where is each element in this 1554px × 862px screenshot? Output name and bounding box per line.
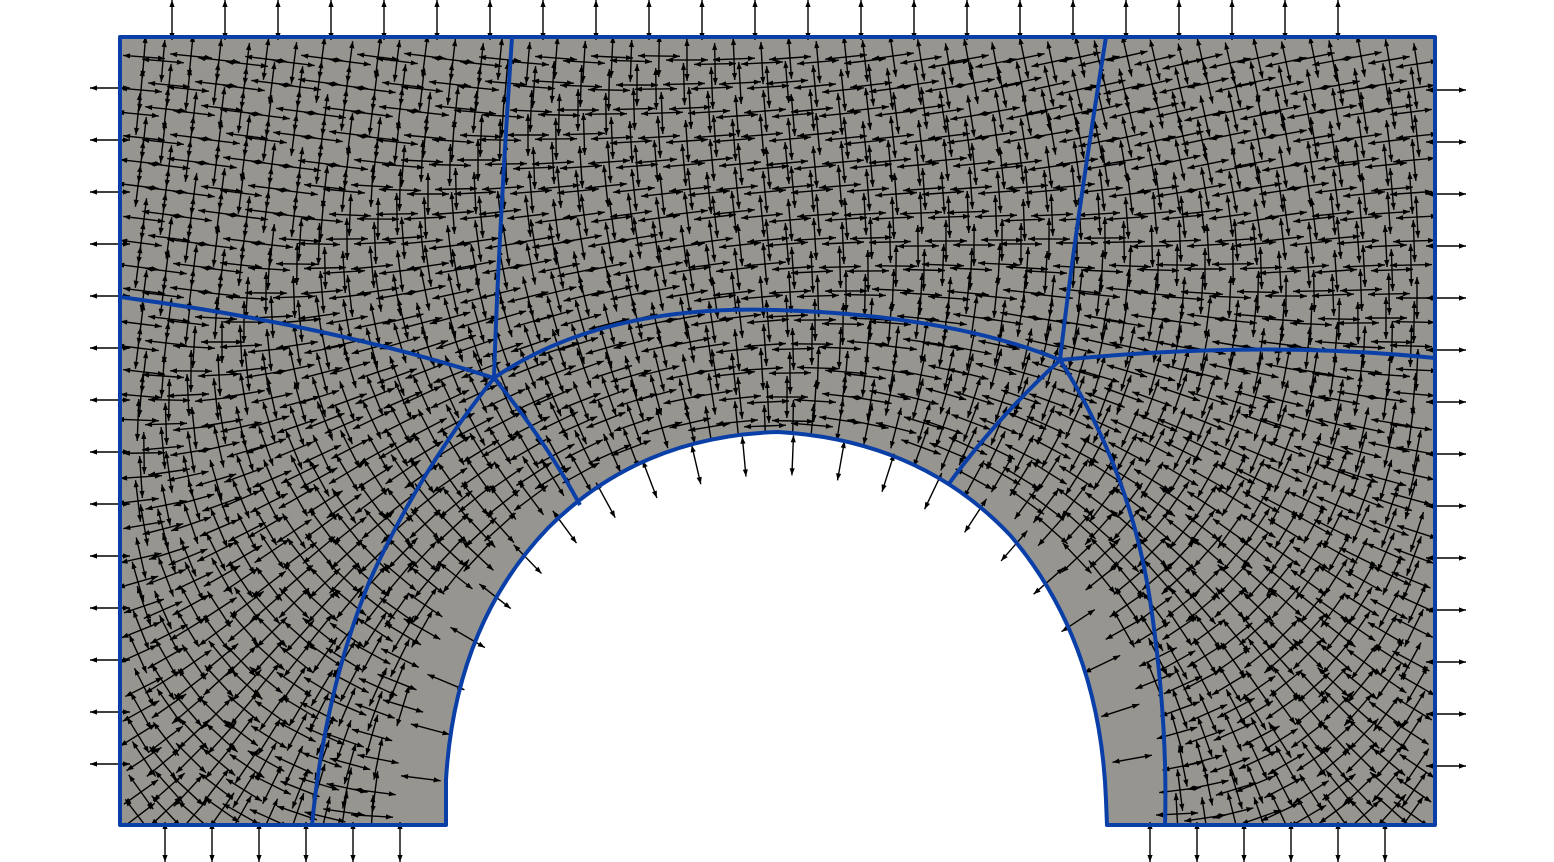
boundary-arrow xyxy=(752,0,757,40)
boundary-arrow xyxy=(1426,243,1466,248)
boundary-arrow xyxy=(858,0,863,40)
boundary-arrow xyxy=(1426,503,1466,508)
boundary-arrow xyxy=(90,709,130,714)
boundary-arrow xyxy=(434,0,439,40)
boundary-arrow xyxy=(1288,822,1293,862)
boundary-arrow xyxy=(1070,0,1075,40)
boundary-arrow xyxy=(90,85,130,90)
boundary-arrow xyxy=(1282,0,1287,40)
boundary-arrow xyxy=(1335,0,1340,40)
boundary-arrow xyxy=(1426,191,1466,196)
boundary-arrow xyxy=(169,0,174,40)
boundary-arrow xyxy=(1426,139,1466,144)
boundary-arrow xyxy=(1229,0,1234,40)
boundary-arrow xyxy=(275,0,280,40)
boundary-arrow xyxy=(90,501,130,506)
boundary-arrow xyxy=(350,822,355,862)
boundary-arrow xyxy=(90,761,130,766)
boundary-arrow xyxy=(1426,607,1466,612)
boundary-arrow xyxy=(90,553,130,558)
boundary-arrow xyxy=(1382,822,1387,862)
boundary-arrow xyxy=(646,0,651,40)
boundary-arrow xyxy=(1335,822,1340,862)
boundary-arrow xyxy=(1176,0,1181,40)
boundary-arrow xyxy=(328,0,333,40)
boundary-arrow xyxy=(540,0,545,40)
boundary-arrow xyxy=(790,435,796,475)
boundary-arrow xyxy=(90,397,130,402)
boundary-arrow xyxy=(1147,822,1152,862)
boundary-arrow xyxy=(90,449,130,454)
boundary-arrow xyxy=(397,822,402,862)
boundary-arrow xyxy=(1426,711,1466,716)
boundary-arrow xyxy=(90,345,130,350)
boundary-arrow xyxy=(1426,295,1466,300)
boundary-arrow xyxy=(643,461,657,498)
boundary-arrow xyxy=(1426,347,1466,352)
boundary-arrow xyxy=(90,605,130,610)
boundary-arrow xyxy=(162,822,167,862)
boundary-arrow xyxy=(691,445,702,484)
boundary-arrow xyxy=(1017,0,1022,40)
boundary-arrow xyxy=(381,0,386,40)
boundary-arrow xyxy=(882,454,895,492)
boundary-arrow xyxy=(1426,87,1466,92)
boundary-arrow xyxy=(90,189,130,194)
boundary-arrow xyxy=(1194,822,1199,862)
boundary-arrow xyxy=(487,0,492,40)
boundary-arrow xyxy=(553,511,577,543)
boundary-arrow xyxy=(593,0,598,40)
boundary-arrow xyxy=(1426,451,1466,456)
boundary-arrow xyxy=(964,0,969,40)
boundary-arrow xyxy=(1241,822,1246,862)
boundary-arrow xyxy=(303,822,308,862)
boundary-arrow xyxy=(256,822,261,862)
boundary-arrow xyxy=(740,437,748,477)
boundary-arrow xyxy=(90,657,130,662)
boundary-arrow xyxy=(222,0,227,40)
boundary-arrow xyxy=(1123,0,1128,40)
boundary-arrow xyxy=(836,441,846,480)
boundary-arrow xyxy=(90,241,130,246)
boundary-arrow xyxy=(699,0,704,40)
boundary-arrow xyxy=(1426,763,1466,768)
boundary-arrow xyxy=(805,0,810,40)
boundary-arrow xyxy=(1426,659,1466,664)
boundary-arrow xyxy=(1426,555,1466,560)
boundary-arrow xyxy=(1426,399,1466,404)
boundary-arrow xyxy=(209,822,214,862)
boundary-arrow xyxy=(911,0,916,40)
boundary-arrow xyxy=(90,137,130,142)
